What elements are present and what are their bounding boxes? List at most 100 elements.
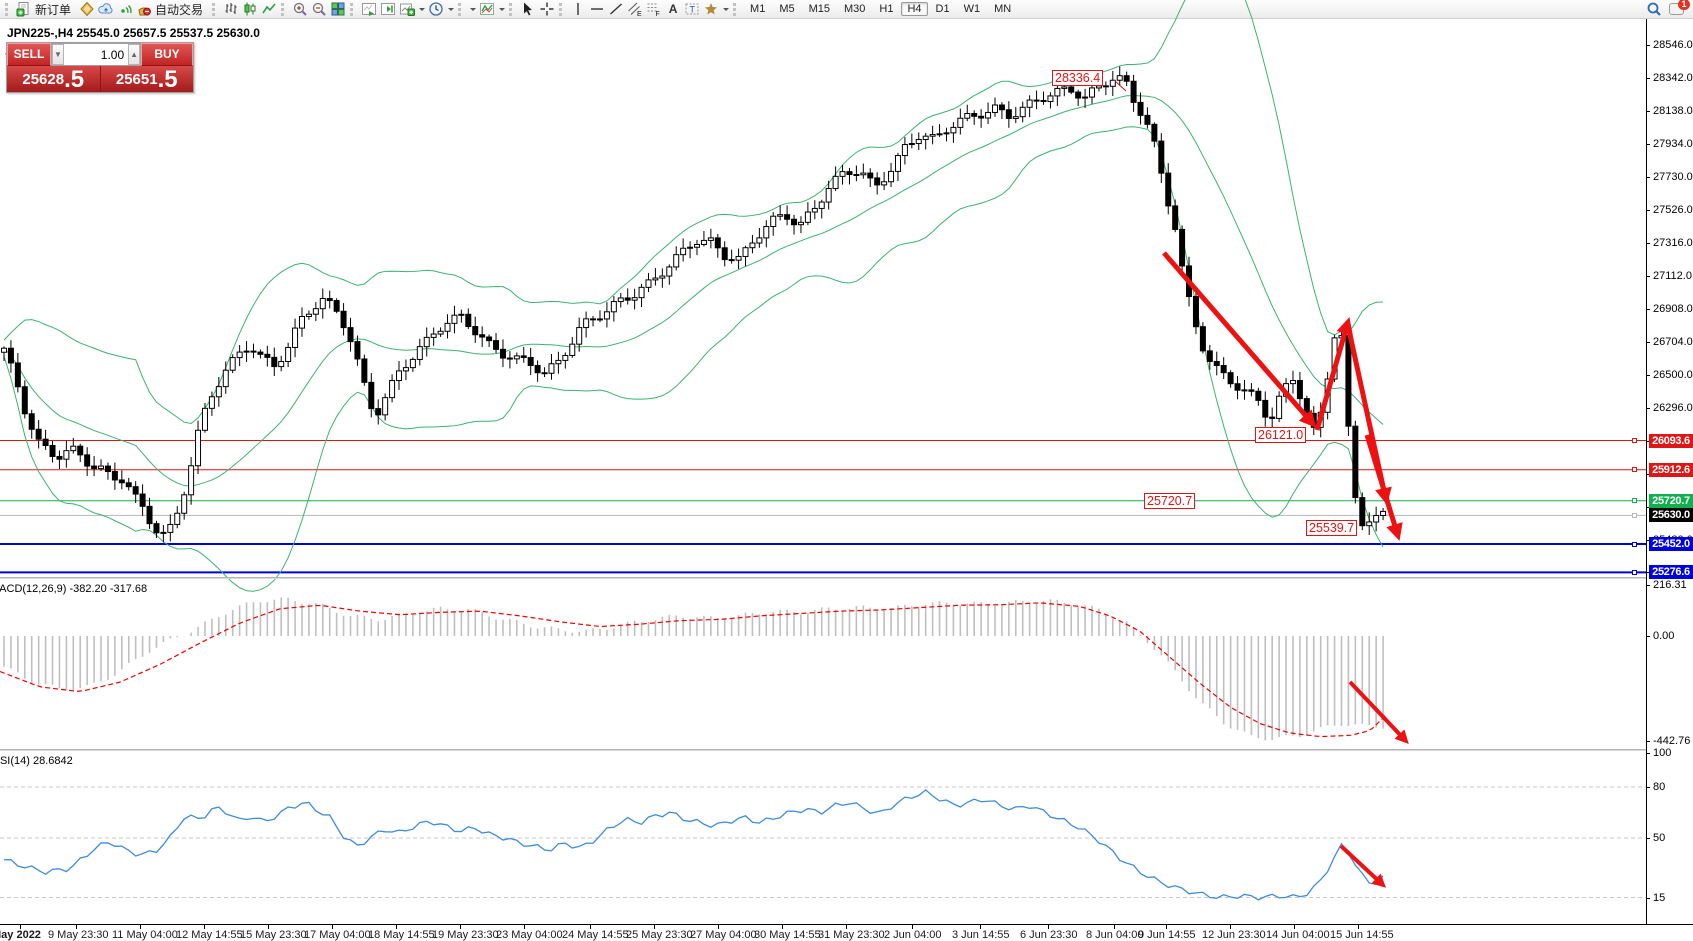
- rsi-label: RSI(14) 28.6842: [0, 755, 73, 767]
- time-tick: [980, 925, 981, 929]
- sell-price[interactable]: 25628 .5: [7, 66, 100, 92]
- time-label: 12 Jun 23:30: [1202, 929, 1266, 941]
- price-tick-label: 26296.0: [1653, 401, 1693, 414]
- buy-button[interactable]: BUY: [141, 43, 193, 66]
- hline-handle[interactable]: [1632, 438, 1637, 444]
- buy-price-frac: .5: [157, 66, 178, 92]
- time-tick: [782, 925, 783, 929]
- toolbar-grip[interactable]: [5, 2, 10, 16]
- new-chart-dropdown[interactable]: [417, 1, 426, 18]
- candlestick-chart-icon[interactable]: [241, 1, 259, 18]
- price-tick: [1646, 506, 1650, 508]
- hline-handle[interactable]: [1632, 541, 1637, 547]
- price-annotation[interactable]: 26121.0: [1255, 427, 1307, 443]
- indicators-dropdown[interactable]: [497, 1, 506, 18]
- sell-button[interactable]: SELL: [7, 43, 51, 66]
- arrows-tool-icon[interactable]: [702, 1, 720, 18]
- toolbar-grip[interactable]: [212, 2, 217, 16]
- price-chart[interactable]: [0, 0, 1646, 592]
- channel-tool-icon[interactable]: E: [626, 1, 644, 18]
- timeframe-m1[interactable]: M1: [750, 3, 766, 15]
- bar-chart-icon[interactable]: [222, 1, 240, 18]
- timeframe-m5[interactable]: M5: [779, 3, 795, 15]
- chart-style-icon[interactable]: [78, 1, 96, 18]
- chart-shift-icon[interactable]: [379, 1, 397, 18]
- timeframe-h1[interactable]: H1: [879, 3, 894, 15]
- macd-scale-label: 0.00: [1653, 630, 1675, 642]
- panel-separator[interactable]: [0, 749, 1646, 751]
- toolbar-grip[interactable]: [281, 2, 286, 16]
- panel-separator[interactable]: [0, 577, 1646, 579]
- horizontal-line-tool-icon[interactable]: [588, 1, 606, 18]
- price-tick-label: 28342.0: [1653, 71, 1693, 84]
- fibonacci-tool-icon[interactable]: F: [645, 1, 663, 18]
- indicators-icon[interactable]: [478, 1, 496, 18]
- toolbar-overflow-dropdown[interactable]: [468, 1, 477, 18]
- signals-icon[interactable]: [116, 1, 134, 18]
- timeframe-w1[interactable]: W1: [963, 3, 981, 15]
- toolbar-grip[interactable]: [733, 2, 738, 16]
- mql5-cloud-icon[interactable]: [97, 1, 115, 18]
- cursor-icon[interactable]: [519, 1, 537, 18]
- periods-dropdown[interactable]: [446, 1, 455, 18]
- time-label: 27 May 04:00: [690, 929, 757, 941]
- toolbar-grip[interactable]: [350, 2, 355, 16]
- arrows-tool-dropdown[interactable]: [721, 1, 730, 18]
- timeframe-d1[interactable]: D1: [935, 3, 950, 15]
- macd-scale-tick: [1646, 740, 1650, 742]
- vertical-line-tool-icon[interactable]: [569, 1, 587, 18]
- price-annotation[interactable]: 28336.4: [1052, 70, 1104, 86]
- timeframe-mn[interactable]: MN: [994, 3, 1012, 15]
- toolbar-grip[interactable]: [458, 2, 463, 16]
- time-label: 19 May 23:30: [432, 929, 499, 941]
- time-label: 9 Jun 14:55: [1138, 929, 1196, 941]
- trendline-tool-icon[interactable]: [607, 1, 625, 18]
- hline-handle[interactable]: [1632, 467, 1637, 473]
- price-tick-label: 27934.0: [1653, 137, 1693, 150]
- toolbar-grip[interactable]: [559, 2, 564, 16]
- auto-trading-icon[interactable]: [135, 1, 153, 18]
- hline-handle[interactable]: [1632, 512, 1637, 518]
- auto-scroll-icon[interactable]: [360, 1, 378, 18]
- zoom-out-icon[interactable]: [310, 1, 328, 18]
- price-tick: [1646, 375, 1650, 376]
- volume-decrease-button[interactable]: ▼: [52, 44, 64, 65]
- price-tick: [1646, 440, 1650, 442]
- buy-price-main: 25651: [115, 71, 158, 88]
- text-label-tool-icon[interactable]: T: [683, 1, 701, 18]
- auto-trading-label[interactable]: 自动交易: [155, 2, 204, 17]
- volume-input[interactable]: [63, 44, 129, 65]
- new-order-icon[interactable]: [15, 1, 33, 18]
- rsi-panel[interactable]: [0, 751, 1646, 924]
- time-tick: [204, 925, 205, 929]
- buy-price[interactable]: 25651 .5: [100, 66, 193, 92]
- new-chart-icon[interactable]: [398, 1, 416, 18]
- new-order-label[interactable]: 新订单: [35, 2, 72, 17]
- price-line-badge: 25630.0: [1649, 508, 1693, 523]
- volume-increase-button[interactable]: ▲: [128, 44, 141, 65]
- time-tick: [846, 925, 847, 929]
- hline-handle[interactable]: [1632, 569, 1637, 575]
- line-chart-icon[interactable]: [260, 1, 278, 18]
- toolbar-grip[interactable]: [509, 2, 514, 16]
- macd-panel[interactable]: [0, 579, 1646, 749]
- notifications-icon[interactable]: 1: [1669, 0, 1690, 15]
- crosshair-icon[interactable]: [538, 1, 556, 18]
- price-annotation[interactable]: 25539.7: [1306, 520, 1358, 536]
- time-label: 15 Jun 14:55: [1330, 929, 1394, 941]
- periods-clock-icon[interactable]: [427, 1, 445, 18]
- timeframe-m30[interactable]: M30: [844, 3, 866, 15]
- zoom-in-icon[interactable]: [291, 1, 309, 18]
- timeframe-h4[interactable]: H4: [901, 2, 928, 16]
- time-label: 31 May 23:30: [818, 929, 885, 941]
- timeframe-m15[interactable]: M15: [808, 3, 830, 15]
- time-tick: [1114, 925, 1115, 929]
- tile-windows-icon[interactable]: [329, 1, 347, 18]
- toolbar: 新订单 自动交易: [0, 0, 1693, 19]
- hline-handle[interactable]: [1632, 498, 1637, 504]
- text-tool-icon[interactable]: A: [668, 2, 678, 16]
- search-icon[interactable]: [1645, 1, 1663, 18]
- price-annotation[interactable]: 25720.7: [1144, 493, 1196, 509]
